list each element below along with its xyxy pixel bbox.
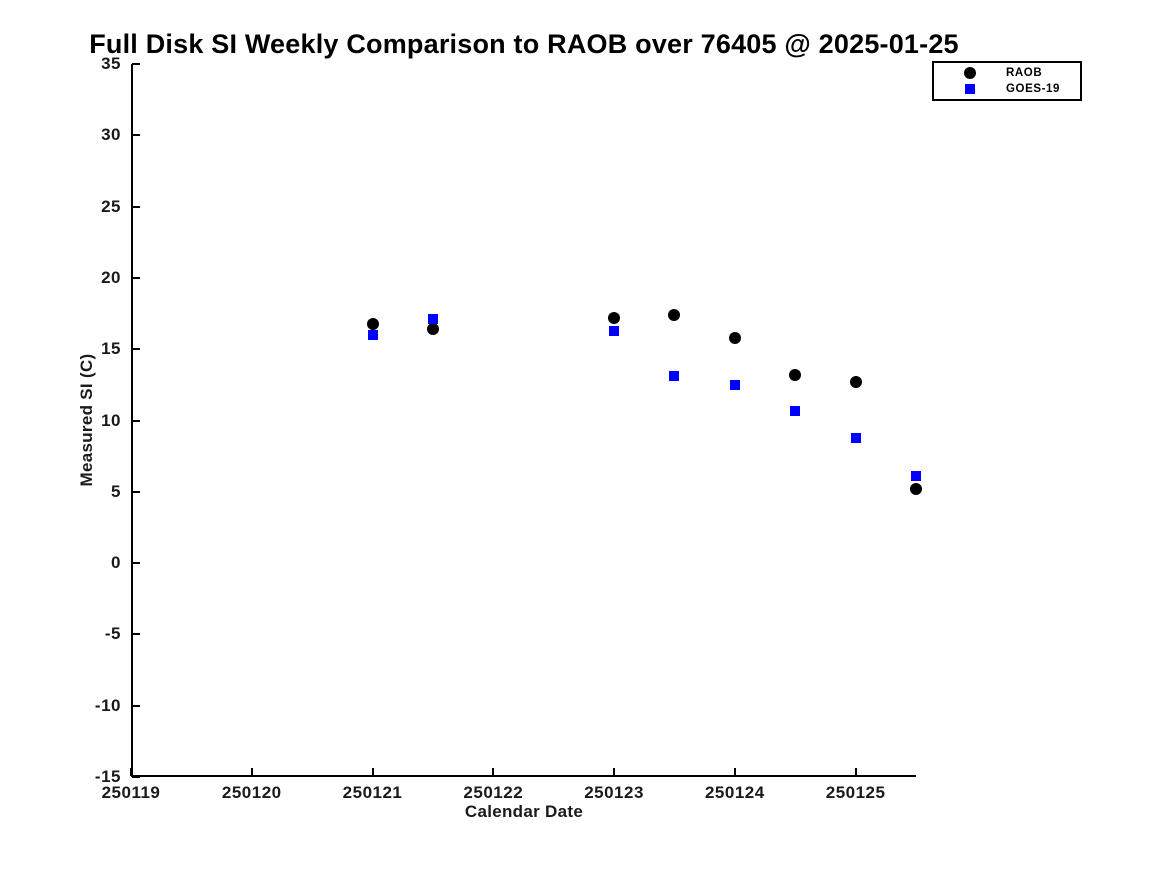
data-point-raob bbox=[608, 311, 621, 324]
x-tick-label: 250124 bbox=[704, 783, 765, 802]
x-axis-label: Calendar Date bbox=[464, 802, 584, 821]
x-tick-label: 250119 bbox=[101, 783, 161, 802]
data-point-goes-19 bbox=[609, 325, 620, 336]
y-tick-label: -15 bbox=[94, 767, 121, 786]
y-tick-mark bbox=[132, 134, 140, 137]
data-point-goes-19 bbox=[427, 314, 438, 325]
x-tick-label: 250122 bbox=[463, 783, 524, 802]
x-tick-mark bbox=[130, 768, 132, 776]
y-tick-label: 15 bbox=[101, 339, 121, 359]
data-point-goes-19 bbox=[850, 432, 861, 443]
y-tick-label: 5 bbox=[111, 481, 121, 501]
y-tick-label: -10 bbox=[94, 695, 121, 715]
y-tick-label: -5 bbox=[104, 624, 121, 644]
y-tick-label: 30 bbox=[101, 125, 121, 145]
x-tick-mark bbox=[613, 768, 616, 776]
x-tick-label: 250125 bbox=[825, 783, 886, 802]
x-tick-mark bbox=[733, 768, 736, 776]
y-tick-mark bbox=[132, 63, 140, 65]
data-point-goes-19 bbox=[367, 329, 378, 340]
y-tick-mark bbox=[132, 562, 140, 565]
legend-item-raob: RAOB bbox=[934, 65, 1080, 81]
y-tick-label: 10 bbox=[101, 410, 121, 430]
goes19-square-icon bbox=[965, 84, 975, 94]
data-point-raob bbox=[789, 368, 802, 381]
y-tick-mark bbox=[132, 276, 140, 279]
legend-item-goes19: GOES-19 bbox=[934, 81, 1080, 97]
y-tick-mark bbox=[132, 348, 140, 351]
y-tick-mark bbox=[132, 205, 140, 208]
data-point-raob bbox=[849, 375, 862, 388]
data-point-goes-19 bbox=[790, 405, 801, 416]
data-point-raob bbox=[366, 317, 379, 330]
legend-label-raob: RAOB bbox=[1006, 67, 1043, 79]
data-point-raob bbox=[426, 323, 439, 336]
x-tick-mark bbox=[371, 768, 374, 776]
x-tick-mark bbox=[854, 768, 857, 776]
x-tick-mark bbox=[492, 768, 495, 776]
raob-circle-icon bbox=[964, 67, 976, 79]
x-tick-label: 250121 bbox=[342, 783, 403, 802]
x-tick-label: 250120 bbox=[221, 783, 282, 802]
data-point-goes-19 bbox=[911, 471, 921, 482]
y-tick-mark bbox=[132, 704, 140, 707]
x-tick-mark bbox=[250, 768, 253, 776]
y-tick-label: 25 bbox=[101, 196, 121, 216]
data-point-raob bbox=[910, 482, 922, 495]
y-tick-label: 35 bbox=[101, 54, 121, 73]
plot-area bbox=[131, 64, 916, 777]
x-tick-label: 250123 bbox=[584, 783, 644, 802]
data-point-raob bbox=[668, 308, 681, 321]
data-point-raob bbox=[728, 331, 741, 344]
y-tick-mark bbox=[132, 776, 140, 778]
y-tick-mark bbox=[132, 419, 140, 422]
data-point-goes-19 bbox=[729, 379, 740, 390]
y-tick-label: 0 bbox=[111, 553, 121, 573]
legend-label-goes19: GOES-19 bbox=[1006, 83, 1061, 95]
data-point-goes-19 bbox=[669, 371, 680, 382]
y-tick-label: 20 bbox=[101, 267, 121, 287]
legend: RAOB GOES-19 bbox=[932, 61, 1082, 101]
y-tick-mark bbox=[132, 633, 140, 636]
chart-title: Full Disk SI Weekly Comparison to RAOB o… bbox=[89, 29, 959, 59]
y-tick-mark bbox=[132, 490, 140, 493]
